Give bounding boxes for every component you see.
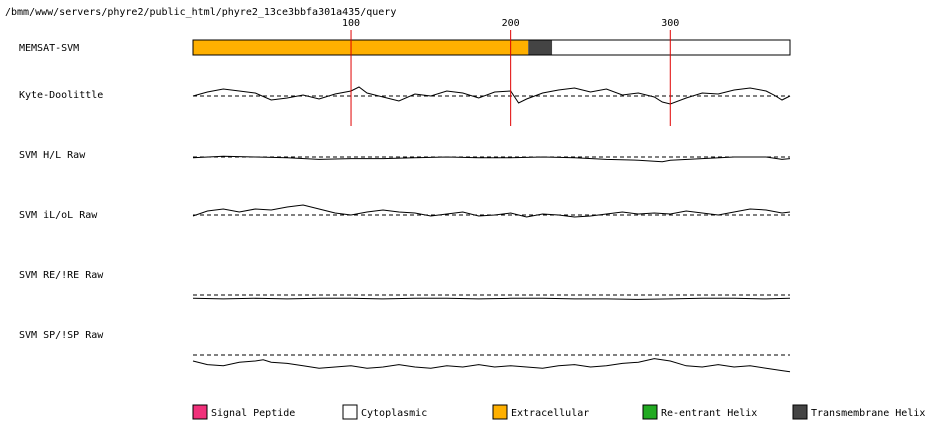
- ruler: 100 200 300: [342, 18, 679, 126]
- track-label-svm-iloo: SVM iL/oL Raw: [19, 210, 98, 221]
- legend-swatch-signal-peptide: [192, 404, 208, 420]
- topology-segment-cytoplasmic: [552, 40, 790, 55]
- profile-line-svm-il-ol-raw: [192, 204, 791, 218]
- track-label-memsat: MEMSAT-SVM: [19, 43, 79, 54]
- tick-label-300: 300: [661, 18, 679, 29]
- legend-swatch-re-entrant-helix: [642, 404, 658, 420]
- profile-line-svm-sp-sp-raw: [192, 358, 791, 373]
- profile-tracks: [192, 86, 791, 373]
- track-label-kyte-doolittle: Kyte-Doolittle: [19, 90, 103, 101]
- track-label-svm-spisp: SVM SP/!SP Raw: [19, 330, 104, 341]
- topology-bar-outline: [192, 39, 791, 56]
- legend-label-re-entrant-helix: Re-entrant Helix: [661, 408, 757, 419]
- legend-label-signal-peptide: Signal Peptide: [211, 408, 295, 419]
- track-label-svm-reire: SVM RE/!RE Raw: [19, 270, 104, 281]
- tick-label-100: 100: [342, 18, 360, 29]
- legend-swatch-transmembrane-helix: [792, 404, 808, 420]
- profile-line-svm-re-re-raw: [192, 297, 791, 300]
- legend-swatch-cytoplasmic: [342, 404, 358, 420]
- topology-segment-transmembrane-helix: [528, 40, 553, 55]
- track-label-svm-hl: SVM H/L Raw: [19, 150, 86, 161]
- legend-swatch-extracellular: [492, 404, 508, 420]
- profile-line-svm-h-l-raw: [192, 155, 791, 163]
- legend: Signal Peptide Cytoplasmic Extracellular Re…: [192, 404, 925, 420]
- topology-bar: [192, 39, 791, 56]
- tick-label-200: 200: [502, 18, 520, 29]
- legend-label-transmembrane-helix: Transmembrane Helix: [811, 408, 925, 419]
- legend-label-extracellular: Extracellular: [511, 408, 589, 419]
- query-path: /bmm/www/servers/phyre2/public_html/phyr…: [5, 7, 396, 18]
- topology-segment-extracellular: [193, 40, 529, 55]
- legend-label-cytoplasmic: Cytoplasmic: [361, 408, 427, 419]
